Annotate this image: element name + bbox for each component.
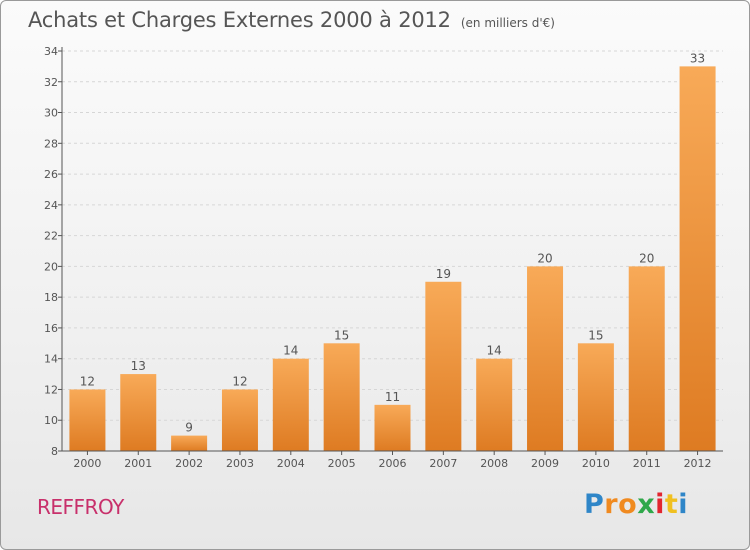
bar [476, 358, 513, 451]
bar-value-label: 15 [588, 328, 603, 342]
bar-value-label: 33 [690, 51, 705, 65]
y-tick-label: 32 [44, 76, 58, 89]
chart-subtitle: (en milliers d'€) [460, 16, 555, 30]
bar-layer: 12 13 9 12 14 15 11 19 14 20 15 20 33 [69, 51, 716, 451]
x-tick-label: 2009 [531, 457, 559, 470]
bar-value-label: 12 [80, 374, 95, 388]
grid-layer [62, 50, 723, 421]
bar-value-label: 19 [436, 267, 451, 281]
brand-letter: o [618, 489, 638, 520]
bar [628, 266, 665, 451]
bar-value-label: 14 [487, 344, 502, 358]
bar-value-label: 12 [232, 374, 247, 388]
brand-letter: r [604, 489, 619, 520]
brand-letter: x [637, 489, 656, 520]
axis-layer: 8 10 12 14 16 18 20 22 24 26 28 30 32 34 2000 2001 2002 2… [44, 45, 723, 470]
y-tick-label: 22 [44, 230, 58, 243]
x-tick-label: 2007 [429, 457, 457, 470]
y-tick-label: 12 [44, 383, 58, 396]
y-tick-label: 26 [44, 168, 58, 181]
y-tick-label: 14 [44, 353, 58, 366]
x-tick-label: 2005 [328, 457, 356, 470]
y-tick-label: 10 [44, 414, 58, 427]
brand-letter: i [678, 489, 689, 520]
bar [577, 343, 614, 451]
brand-letter: P [584, 489, 605, 520]
chart-title: Achats et Charges Externes 2000 à 2012 [28, 8, 451, 32]
bar [527, 266, 564, 451]
bar [221, 389, 258, 451]
brand-letter: i [655, 489, 665, 520]
bar-value-label: 20 [537, 251, 552, 265]
bar-value-label: 11 [385, 390, 400, 404]
x-tick-label: 2010 [582, 457, 610, 470]
bar-value-label: 20 [639, 251, 654, 265]
location-name: REFFROY [37, 495, 124, 519]
bar [120, 374, 157, 451]
x-tick-label: 2002 [175, 457, 203, 470]
title-block: Achats et Charges Externes 2000 à 2012 (e… [28, 8, 555, 32]
y-tick-label: 16 [44, 322, 58, 335]
x-tick-label: 2011 [633, 457, 661, 470]
bar [69, 389, 106, 451]
proxiti-logo: Proxiti [584, 489, 688, 520]
y-tick-label: 30 [44, 107, 58, 120]
bar [425, 281, 462, 451]
y-tick-label: 8 [51, 445, 58, 458]
bar [272, 358, 309, 451]
brand-letter: t [664, 489, 679, 520]
y-tick-label: 24 [44, 199, 58, 212]
x-tick-label: 2004 [277, 457, 305, 470]
x-tick-label: 2006 [379, 457, 407, 470]
x-tick-label: 2001 [124, 457, 152, 470]
bar-value-label: 15 [334, 328, 349, 342]
bar [679, 66, 716, 451]
bar-value-label: 13 [131, 359, 146, 373]
x-tick-label: 2000 [73, 457, 101, 470]
bar [374, 404, 411, 451]
y-tick-label: 28 [44, 137, 58, 150]
x-tick-label: 2003 [226, 457, 254, 470]
bar-value-label: 9 [185, 421, 193, 435]
y-tick-label: 20 [44, 260, 58, 273]
bar-value-label: 14 [283, 344, 298, 358]
y-tick-label: 34 [44, 45, 58, 58]
x-tick-label: 2012 [684, 457, 712, 470]
bar [171, 435, 208, 451]
y-tick-label: 18 [44, 291, 58, 304]
x-tick-label: 2008 [480, 457, 508, 470]
bar [323, 343, 360, 451]
